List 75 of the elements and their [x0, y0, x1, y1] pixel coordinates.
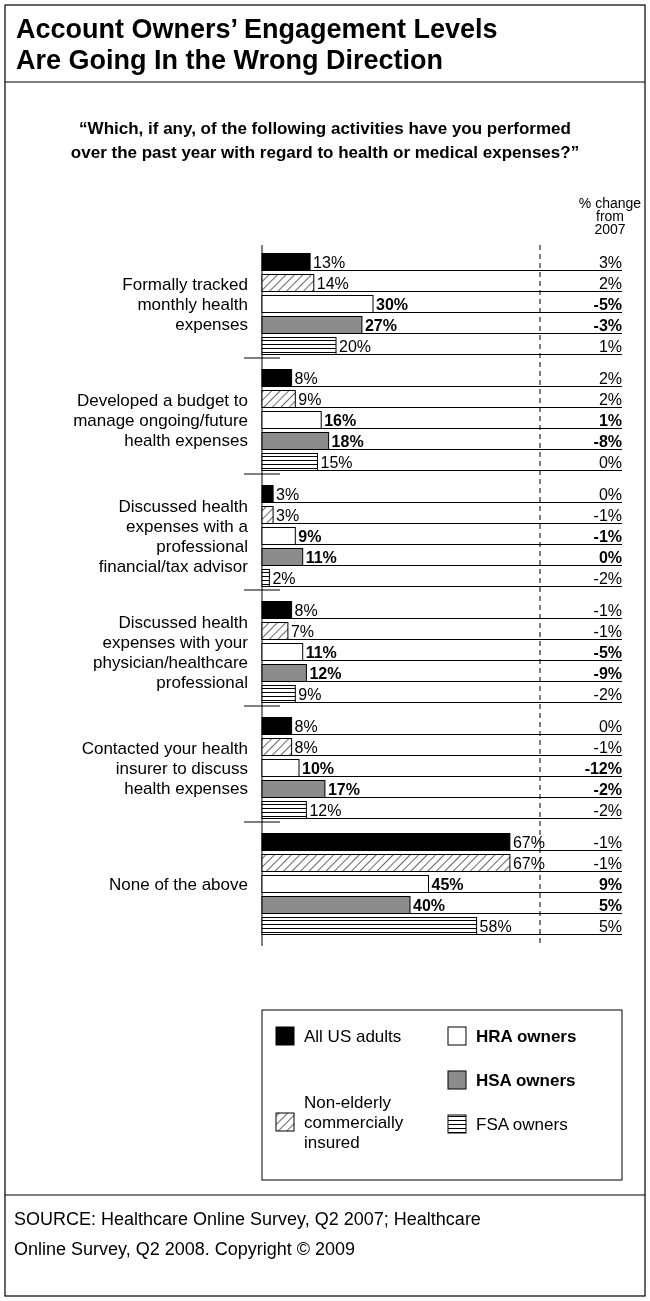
text: -1% [593, 623, 622, 640]
data-label: 3% [276, 507, 300, 524]
data-label: 13% [313, 254, 346, 271]
data-label: 2% [272, 570, 296, 587]
text: -5% [593, 296, 622, 313]
text: 2% [598, 391, 622, 408]
text: 5% [598, 918, 622, 935]
data-label: 11% [305, 549, 337, 566]
data-label: 10% [302, 760, 335, 777]
text: -12% [584, 760, 622, 777]
text: 2% [598, 275, 622, 292]
text: 1% [598, 412, 622, 429]
text: 5% [598, 897, 622, 914]
text: -2% [593, 570, 622, 587]
data-label: 17% [327, 781, 360, 798]
data-label: 15% [320, 454, 353, 471]
text: -1% [593, 507, 622, 524]
data-label: 30% [376, 296, 409, 313]
y-tick-label: Formally tracked monthly health expenses [122, 275, 248, 334]
text: 0% [598, 454, 622, 471]
y-tick-label: None of the above [109, 875, 248, 894]
y-tick-label: Developed a budget to manage ongoing/future health expenses [73, 391, 248, 450]
data-label: 58% [479, 918, 512, 935]
data-label: 12% [309, 665, 342, 682]
text: 0% [598, 718, 622, 735]
y-tick-label: Contacted your health insurer to discuss health expenses [81, 739, 248, 798]
data-label: 20% [339, 338, 372, 355]
data-label: 16% [324, 412, 357, 429]
legend-label: HSA owners [476, 1071, 576, 1090]
text: 2% [598, 370, 622, 387]
data-label: 67% [512, 834, 545, 851]
text: -5% [593, 644, 622, 661]
legend-label: All US adults [304, 1027, 402, 1046]
text: -3% [593, 317, 622, 334]
chart-subtitle: “Which, if any, of the following activities have you performed over the past year with regard to health or medical expenses?” [70, 119, 580, 162]
data-label: 11% [305, 644, 337, 661]
text: -1% [593, 528, 622, 545]
text: -1% [593, 602, 622, 619]
legend-label: HRA owners [476, 1027, 577, 1046]
legend-label: Non-elderly commercially insured [304, 1093, 404, 1152]
data-label: 8% [294, 602, 318, 619]
source-note: SOURCE: Healthcare Online Survey, Q2 2007; Healthcare Online Survey, Q2 2008. Copyright © 2009 [14, 1209, 481, 1259]
data-label: 3% [276, 486, 300, 503]
text: 0% [598, 486, 622, 503]
chart-title: Account Owners’ Engagement Levels Are Going In the Wrong Direction [16, 14, 498, 75]
text: -8% [593, 433, 622, 450]
data-label: 40% [413, 897, 446, 914]
data-label: 9% [298, 391, 322, 408]
data-label: 9% [298, 528, 322, 545]
text: -9% [593, 665, 622, 682]
data-label: 8% [294, 370, 318, 387]
text: -1% [593, 855, 622, 872]
text: 3% [598, 254, 622, 271]
data-label: 7% [290, 623, 315, 640]
data-label: 9% [298, 686, 322, 703]
text: -1% [593, 739, 622, 756]
text: % change from 2007 [578, 195, 642, 237]
text: -2% [593, 686, 622, 703]
text: -2% [593, 781, 622, 798]
data-label: 8% [294, 739, 318, 756]
data-label: 8% [294, 718, 318, 735]
data-label: 45% [431, 876, 464, 893]
data-label: 18% [331, 433, 364, 450]
data-label: 67% [512, 855, 545, 872]
y-tick-label: Discussed health expenses with a professional financial/tax advisor [98, 497, 249, 576]
text: -1% [593, 834, 622, 851]
text: -2% [593, 802, 622, 819]
legend-label: FSA owners [476, 1115, 568, 1134]
data-label: 27% [364, 317, 397, 334]
text: 9% [598, 876, 622, 893]
data-label: 12% [309, 802, 342, 819]
text: 1% [598, 338, 622, 355]
data-label: 14% [316, 275, 349, 292]
text: 0% [598, 549, 622, 566]
y-tick-label: Discussed health expenses with your physician/healthcare professional [93, 613, 249, 692]
